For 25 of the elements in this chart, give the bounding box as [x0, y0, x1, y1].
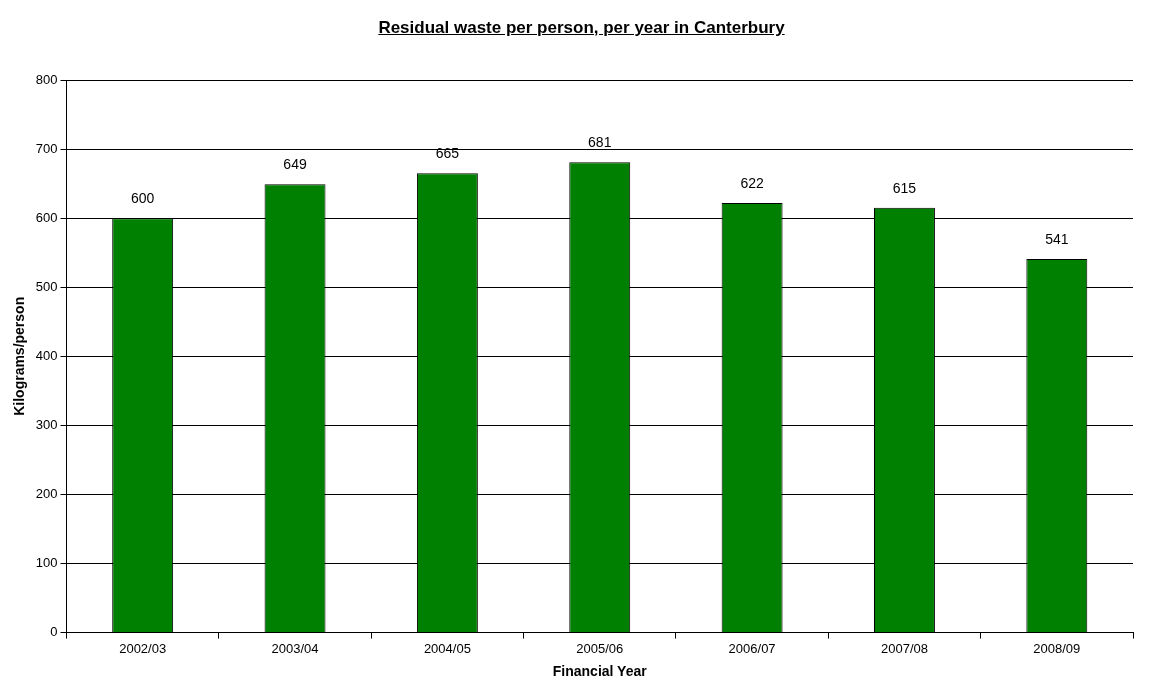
data-label: 541 [1045, 230, 1069, 247]
y-tick-label: 600 [35, 209, 58, 225]
chart-title: Residual waste per person, per year in Canterbury [377, 18, 786, 38]
y-tick-label: 200 [35, 486, 58, 502]
y-tick-label: 0 [50, 624, 58, 640]
y-tick-label: 300 [35, 416, 58, 432]
y-tick-label: 100 [35, 555, 58, 571]
y-axis-title: Kilograms/person [11, 296, 28, 416]
x-tick-label: 2007/08 [880, 640, 928, 656]
x-tick-label: 2003/04 [271, 640, 319, 656]
x-tick-label: 2008/09 [1033, 640, 1081, 656]
data-label: 600 [130, 190, 155, 207]
y-tick-label: 700 [35, 140, 58, 156]
y-tick-label: 400 [35, 347, 58, 363]
y-tick-label: 800 [35, 71, 58, 87]
data-label: 681 [588, 134, 612, 151]
x-tick-label: 2006/07 [728, 640, 776, 656]
x-tick-label: 2004/05 [423, 640, 471, 656]
x-tick-label: 2005/06 [576, 640, 624, 656]
data-label: 649 [283, 156, 307, 173]
x-tick-label: 2002/03 [119, 640, 167, 656]
x-axis-title: Financial Year [552, 663, 648, 680]
data-label: 615 [892, 179, 917, 196]
data-label: 622 [740, 174, 764, 191]
y-tick-label: 500 [35, 278, 58, 294]
